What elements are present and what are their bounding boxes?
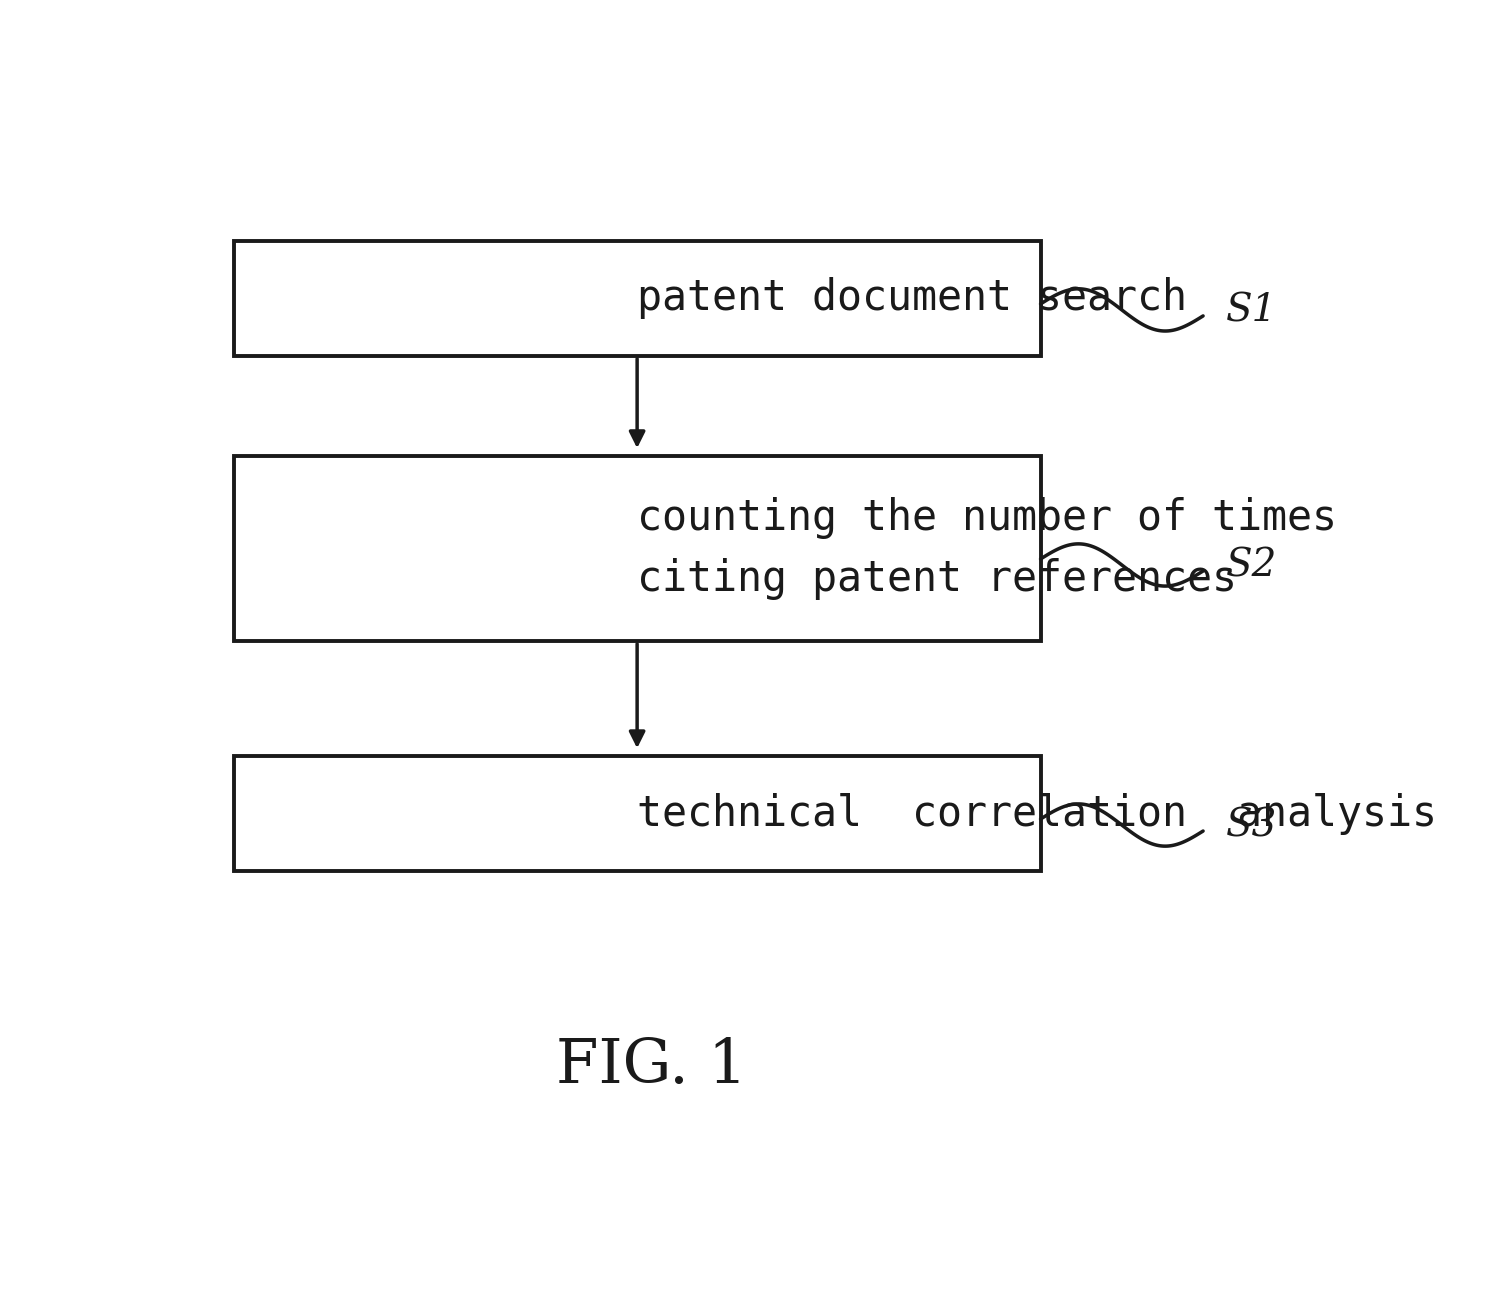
Bar bbox=[234, 756, 1041, 872]
Text: patent document search: patent document search bbox=[637, 278, 1186, 320]
Text: S1: S1 bbox=[1227, 292, 1278, 330]
Text: counting the number of times
citing patent references: counting the number of times citing pate… bbox=[637, 496, 1338, 600]
Bar bbox=[234, 240, 1041, 356]
Bar bbox=[234, 456, 1041, 640]
Text: technical  correlation  analysis: technical correlation analysis bbox=[637, 792, 1437, 834]
Text: S2: S2 bbox=[1227, 547, 1278, 585]
Text: FIG. 1: FIG. 1 bbox=[556, 1037, 748, 1096]
Text: S3: S3 bbox=[1227, 808, 1278, 844]
